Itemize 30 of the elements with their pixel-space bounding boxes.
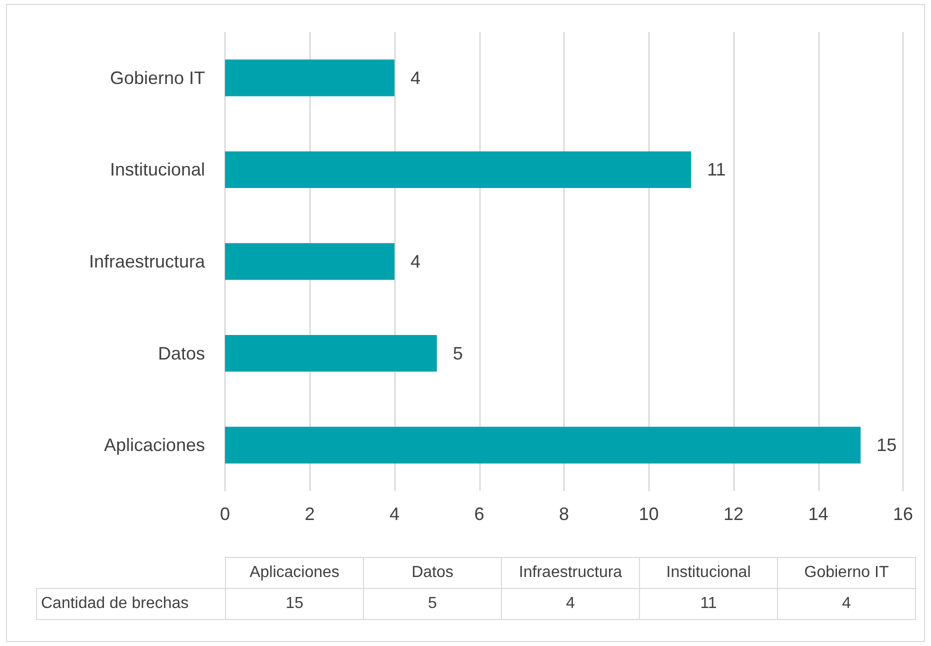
data-label: 4 [410,68,421,88]
y-tick-label: Institucional [110,160,205,180]
category-label: Datos [364,558,502,588]
y-tick-label: Aplicaciones [104,435,205,456]
text: Cantidad de brechas [36,588,226,620]
y-tick-label: Gobierno IT [110,68,206,88]
x-tick-label: 4 [389,504,400,524]
data-label: 15 [876,435,897,456]
x-tick-label: 14 [808,504,828,524]
data-label: 5 [452,343,463,364]
data-label: 4 [778,588,916,620]
category-label: Infraestructura [502,558,640,588]
data-label: 11 [707,160,726,180]
x-tick-label: 8 [558,504,570,524]
x-tick-label: 12 [723,504,744,524]
x-tick-label: 10 [638,504,659,524]
data-label: 5 [364,588,502,620]
data-label: 15 [226,588,364,620]
y-tick-label: Datos [158,343,205,364]
category-label: Aplicaciones [226,558,364,588]
data-label: 4 [502,588,640,620]
data-label: 11 [640,588,778,620]
data-label: 4 [410,252,421,272]
x-tick-label: 0 [220,504,230,524]
x-tick-label: 6 [474,504,484,524]
x-tick-label: 16 [892,504,914,524]
y-tick-label: Infraestructura [88,252,206,272]
category-label: Institucional [640,558,778,588]
category-label: Gobierno IT [778,558,916,588]
x-tick-label: 2 [304,504,315,524]
